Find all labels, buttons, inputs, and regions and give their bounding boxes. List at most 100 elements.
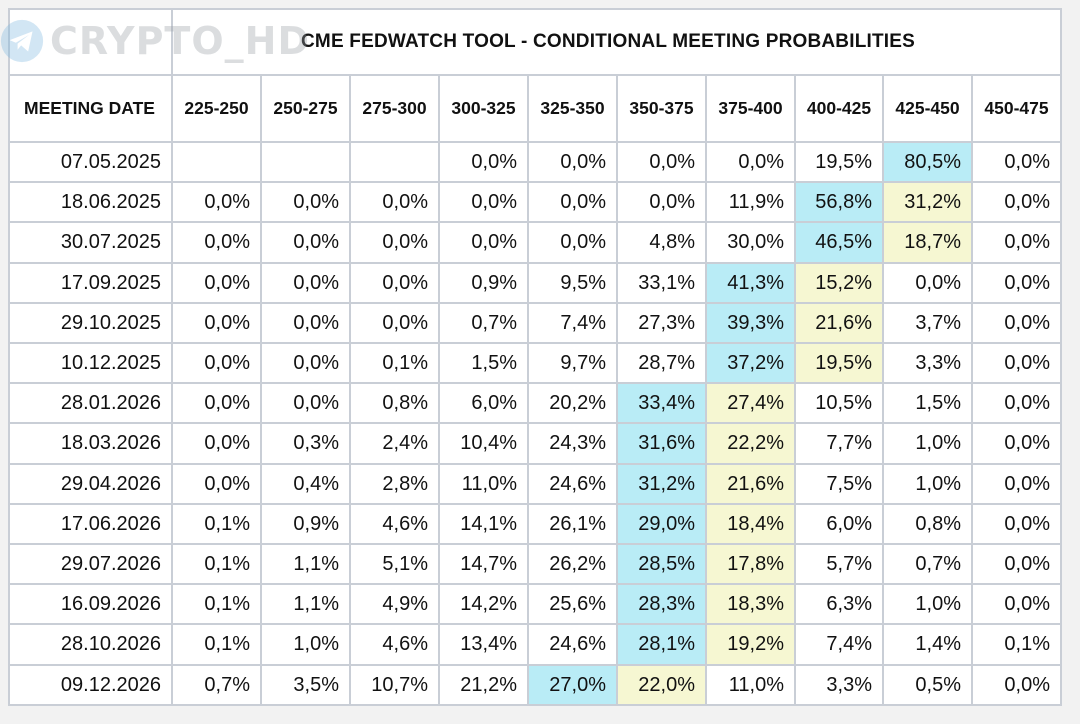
probability-cell: 21,2% bbox=[440, 666, 529, 706]
probability-cell: 28,1% bbox=[618, 625, 707, 666]
header-rate-325-350: 325-350 bbox=[529, 76, 618, 143]
probability-cell: 0,0% bbox=[173, 344, 262, 384]
meeting-date-cell: 18.06.2025 bbox=[8, 183, 173, 223]
meeting-date-cell: 18.03.2026 bbox=[8, 424, 173, 465]
probability-cell: 0,0% bbox=[351, 183, 440, 223]
probability-cell: 7,4% bbox=[796, 625, 884, 666]
probability-cell: 4,8% bbox=[618, 223, 707, 264]
probability-cell: 0,0% bbox=[973, 424, 1062, 465]
probability-cell: 0,0% bbox=[262, 384, 351, 424]
meeting-date-cell: 28.10.2026 bbox=[8, 625, 173, 666]
probability-cell: 80,5% bbox=[884, 143, 973, 183]
meeting-date-cell: 29.10.2025 bbox=[8, 304, 173, 344]
probability-cell: 4,6% bbox=[351, 625, 440, 666]
probability-cell: 0,0% bbox=[351, 223, 440, 264]
probability-cell: 13,4% bbox=[440, 625, 529, 666]
probability-cell: 27,4% bbox=[707, 384, 796, 424]
meeting-date-cell: 17.09.2025 bbox=[8, 264, 173, 304]
probability-cell: 0,3% bbox=[262, 424, 351, 465]
probability-cell: 0,7% bbox=[884, 545, 973, 585]
probability-cell: 31,6% bbox=[618, 424, 707, 465]
probability-cell: 0,4% bbox=[262, 465, 351, 505]
probability-cell: 0,7% bbox=[440, 304, 529, 344]
probability-cell: 0,0% bbox=[262, 344, 351, 384]
watermark: CRYPTO_HD bbox=[0, 14, 310, 68]
probability-cell: 0,0% bbox=[262, 183, 351, 223]
probability-cell: 0,5% bbox=[884, 666, 973, 706]
header-rate-450-475: 450-475 bbox=[973, 76, 1062, 143]
probability-cell: 1,4% bbox=[884, 625, 973, 666]
probability-cell: 0,0% bbox=[529, 183, 618, 223]
watermark-text: CRYPTO_HD bbox=[49, 19, 310, 63]
probability-cell: 31,2% bbox=[618, 465, 707, 505]
probability-cell: 11,9% bbox=[707, 183, 796, 223]
meeting-date-cell: 29.07.2026 bbox=[8, 545, 173, 585]
probability-cell: 1,0% bbox=[262, 625, 351, 666]
probability-cell: 0,1% bbox=[173, 625, 262, 666]
probability-cell: 0,0% bbox=[884, 264, 973, 304]
probability-cell: 24,6% bbox=[529, 465, 618, 505]
probability-cell: 19,5% bbox=[796, 344, 884, 384]
probability-cell: 0,0% bbox=[173, 304, 262, 344]
meeting-date-cell: 17.06.2026 bbox=[8, 505, 173, 545]
probability-cell: 0,0% bbox=[173, 183, 262, 223]
probability-cell: 25,6% bbox=[529, 585, 618, 625]
probability-cell: 14,2% bbox=[440, 585, 529, 625]
probability-cell: 15,2% bbox=[796, 264, 884, 304]
probability-cell: 10,7% bbox=[351, 666, 440, 706]
probability-cell: 0,0% bbox=[973, 183, 1062, 223]
probability-cell: 46,5% bbox=[796, 223, 884, 264]
probability-cell: 1,0% bbox=[884, 424, 973, 465]
probability-cell: 0,0% bbox=[973, 304, 1062, 344]
probability-cell: 33,1% bbox=[618, 264, 707, 304]
probability-cell: 24,6% bbox=[529, 625, 618, 666]
probability-cell: 0,0% bbox=[173, 223, 262, 264]
probability-cell: 22,0% bbox=[618, 666, 707, 706]
probability-cell: 4,9% bbox=[351, 585, 440, 625]
header-rate-425-450: 425-450 bbox=[884, 76, 973, 143]
probability-cell: 0,8% bbox=[884, 505, 973, 545]
probability-cell: 11,0% bbox=[440, 465, 529, 505]
probability-cell: 0,0% bbox=[262, 264, 351, 304]
probability-cell: 0,0% bbox=[529, 223, 618, 264]
probability-cell: 0,0% bbox=[173, 465, 262, 505]
probability-cell: 5,7% bbox=[796, 545, 884, 585]
probability-table: MEETING DATE 225-250 250-275 275-300 300-325… bbox=[8, 8, 1062, 706]
probability-cell: 9,7% bbox=[529, 344, 618, 384]
probability-cell: 6,0% bbox=[440, 384, 529, 424]
probability-cell: 0,0% bbox=[618, 143, 707, 183]
probability-cell: 0,0% bbox=[173, 424, 262, 465]
probability-cell: 21,6% bbox=[796, 304, 884, 344]
probability-cell: 17,8% bbox=[707, 545, 796, 585]
probability-cell: 41,3% bbox=[707, 264, 796, 304]
probability-cell: 0,0% bbox=[973, 223, 1062, 264]
probability-cell: 0,1% bbox=[973, 625, 1062, 666]
probability-cell: 14,1% bbox=[440, 505, 529, 545]
probability-cell: 0,0% bbox=[440, 183, 529, 223]
probability-cell: 31,2% bbox=[884, 183, 973, 223]
probability-cell: 0,8% bbox=[351, 384, 440, 424]
probability-cell: 0,0% bbox=[440, 223, 529, 264]
meeting-date-cell: 10.12.2025 bbox=[8, 344, 173, 384]
probability-cell: 0,0% bbox=[262, 304, 351, 344]
probability-cell: 1,1% bbox=[262, 545, 351, 585]
probability-cell: 39,3% bbox=[707, 304, 796, 344]
header-rate-275-300: 275-300 bbox=[351, 76, 440, 143]
probability-cell: 0,0% bbox=[973, 344, 1062, 384]
probability-cell bbox=[262, 143, 351, 183]
header-meeting-date: MEETING DATE bbox=[8, 76, 173, 143]
probability-cell: 0,0% bbox=[973, 545, 1062, 585]
probability-cell: 0,0% bbox=[973, 264, 1062, 304]
probability-cell: 28,3% bbox=[618, 585, 707, 625]
probability-cell: 20,2% bbox=[529, 384, 618, 424]
table-title: CME FEDWATCH TOOL - CONDITIONAL MEETING … bbox=[301, 31, 916, 52]
probability-cell: 30,0% bbox=[707, 223, 796, 264]
probability-cell: 0,9% bbox=[440, 264, 529, 304]
probability-cell: 27,3% bbox=[618, 304, 707, 344]
probability-cell: 7,5% bbox=[796, 465, 884, 505]
probability-cell: 10,4% bbox=[440, 424, 529, 465]
probability-cell: 19,2% bbox=[707, 625, 796, 666]
probability-cell: 0,0% bbox=[973, 666, 1062, 706]
probability-cell: 3,3% bbox=[796, 666, 884, 706]
header-rate-225-250: 225-250 bbox=[173, 76, 262, 143]
